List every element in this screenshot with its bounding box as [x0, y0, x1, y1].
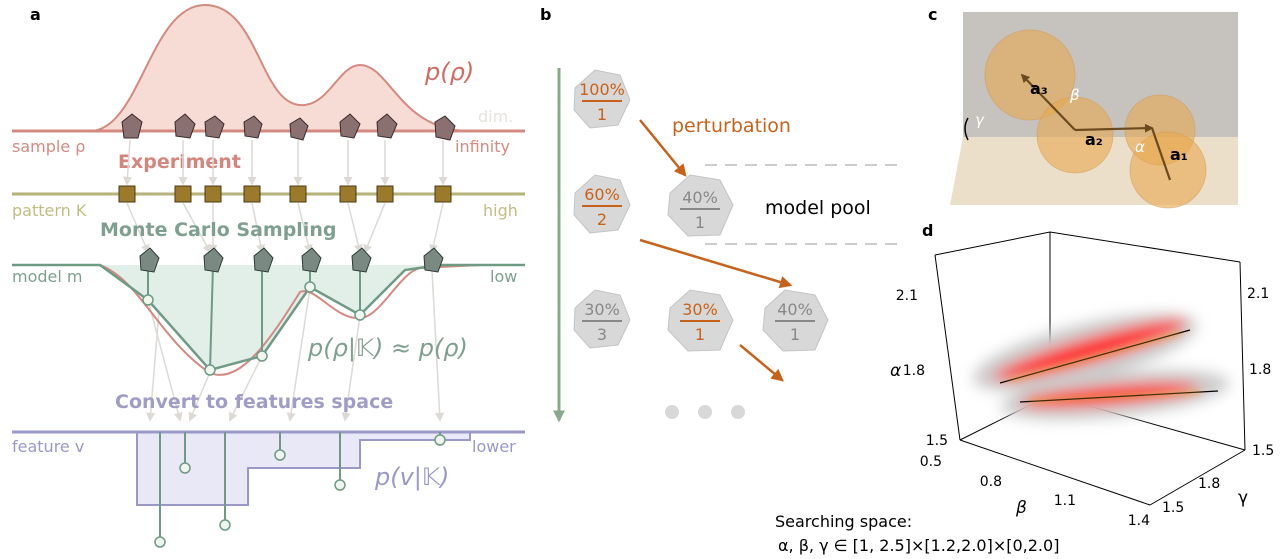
convert-label: Convert to features space — [115, 391, 393, 413]
model-line — [12, 263, 525, 372]
fractions: 100% 1 60% 2 40% 1 30% 3 30% 1 40% 1 — [579, 80, 815, 344]
fraction-bottom: 1 — [790, 325, 800, 344]
tick-label: 2.1 — [896, 288, 918, 304]
tick-label: 1.4 — [1128, 513, 1150, 529]
fraction-bottom: 2 — [597, 210, 607, 229]
fraction-top: 40% — [682, 188, 718, 207]
fraction-top: 30% — [682, 300, 718, 319]
tick-label: 1.5 — [926, 433, 948, 449]
fraction-bottom: 3 — [597, 325, 607, 344]
pattern-squares — [118, 185, 452, 203]
tick-label: 1.8 — [1198, 476, 1220, 492]
monte-carlo-label: Monte Carlo Sampling — [100, 219, 336, 241]
target-curve — [99, 264, 481, 376]
approx-label: p(ρ|𝕂) ≈ p(ρ) — [307, 334, 468, 362]
panel-label: d — [922, 221, 933, 240]
fraction-bottom: 1 — [597, 105, 607, 124]
tick-label: 0.5 — [920, 454, 942, 470]
panel-a: a p(ρ) dim. infinity sample ρ Experiment… — [12, 3, 525, 548]
model-blobs — [573, 69, 829, 352]
fraction-top: 100% — [579, 80, 625, 99]
pool-lines — [705, 164, 900, 245]
fraction-bottom: 1 — [695, 325, 705, 344]
sample-polyhedra — [121, 113, 456, 141]
model-points — [142, 281, 366, 376]
perturb-arrows — [639, 119, 793, 382]
model-fill — [100, 265, 480, 370]
tick-label: 1.5 — [1162, 500, 1184, 516]
search-range: α, β, γ ∈ [1, 2.5]×[1.2,2.0]×[0,2.0] — [778, 536, 1059, 555]
fraction-top: 30% — [584, 300, 620, 319]
tick-label: 1.5 — [1252, 443, 1274, 459]
pattern-label: pattern K — [12, 201, 87, 220]
density-curve — [89, 3, 471, 132]
tick-label: 1.1 — [1054, 493, 1076, 509]
gamma-arc — [964, 117, 969, 141]
experiment-label: Experiment — [118, 151, 241, 173]
feature-points — [154, 434, 446, 548]
tick-label: 0.8 — [980, 474, 1002, 490]
angle-label: β — [1069, 86, 1080, 104]
panel-label: c — [928, 5, 937, 24]
angle-label: α — [1135, 138, 1145, 156]
panel-b: b 100% 1 60% 2 40% 1 30% 3 30% 1 40% 1 perturbation… — [540, 5, 900, 423]
feature-density-label: p(v|𝕂) — [374, 463, 449, 491]
dim-label: dim. — [478, 107, 513, 126]
axis-label: α — [890, 361, 901, 381]
tick-label: 1.8 — [1249, 362, 1271, 378]
panel-d: d 2.1 1.8 1.5 2.1 1.8 1.5 α 0.5 0.8 1.1 … — [775, 221, 1274, 555]
model-label: model m — [12, 267, 83, 286]
feature-stems — [159, 432, 441, 542]
vector-label: a₃ — [1030, 79, 1048, 98]
lattice-vectors — [1020, 73, 1172, 181]
panel-label: a — [30, 5, 41, 24]
arrows — [123, 139, 448, 422]
feature-histogram — [136, 431, 471, 506]
vector-label: a₂ — [1085, 130, 1103, 149]
model-polyhedra — [139, 247, 444, 273]
sample-label: sample ρ — [12, 137, 85, 156]
infinity-label: infinity — [455, 137, 510, 156]
fraction-bottom: 1 — [695, 213, 705, 232]
search-title: Searching space: — [775, 512, 912, 531]
vector-label: a₁ — [1170, 145, 1188, 164]
panel-c: c a₃ a₂ a₁ β γ α — [928, 5, 1238, 209]
density-label: p(ρ) — [424, 58, 474, 86]
panel-label: b — [540, 5, 551, 24]
perturbation-label: perturbation — [672, 115, 791, 137]
tick-label: 2.1 — [1247, 286, 1269, 302]
angle-label: γ — [975, 111, 985, 129]
high-label: high — [483, 201, 518, 220]
low-label: low — [490, 267, 517, 286]
axis-label: γ — [1238, 488, 1248, 508]
spheres — [984, 29, 1207, 209]
lower-label: lower — [472, 437, 516, 456]
axis-label: β — [1015, 498, 1027, 518]
ellipsis — [665, 405, 745, 419]
tick-label: 1.8 — [903, 363, 925, 379]
density-clouds — [973, 313, 1230, 420]
model-pool-label: model pool — [765, 197, 871, 219]
fraction-top: 40% — [777, 300, 813, 319]
fit-glow — [1009, 332, 1201, 402]
feature-label: feature v — [12, 437, 84, 456]
fraction-top: 60% — [584, 185, 620, 204]
